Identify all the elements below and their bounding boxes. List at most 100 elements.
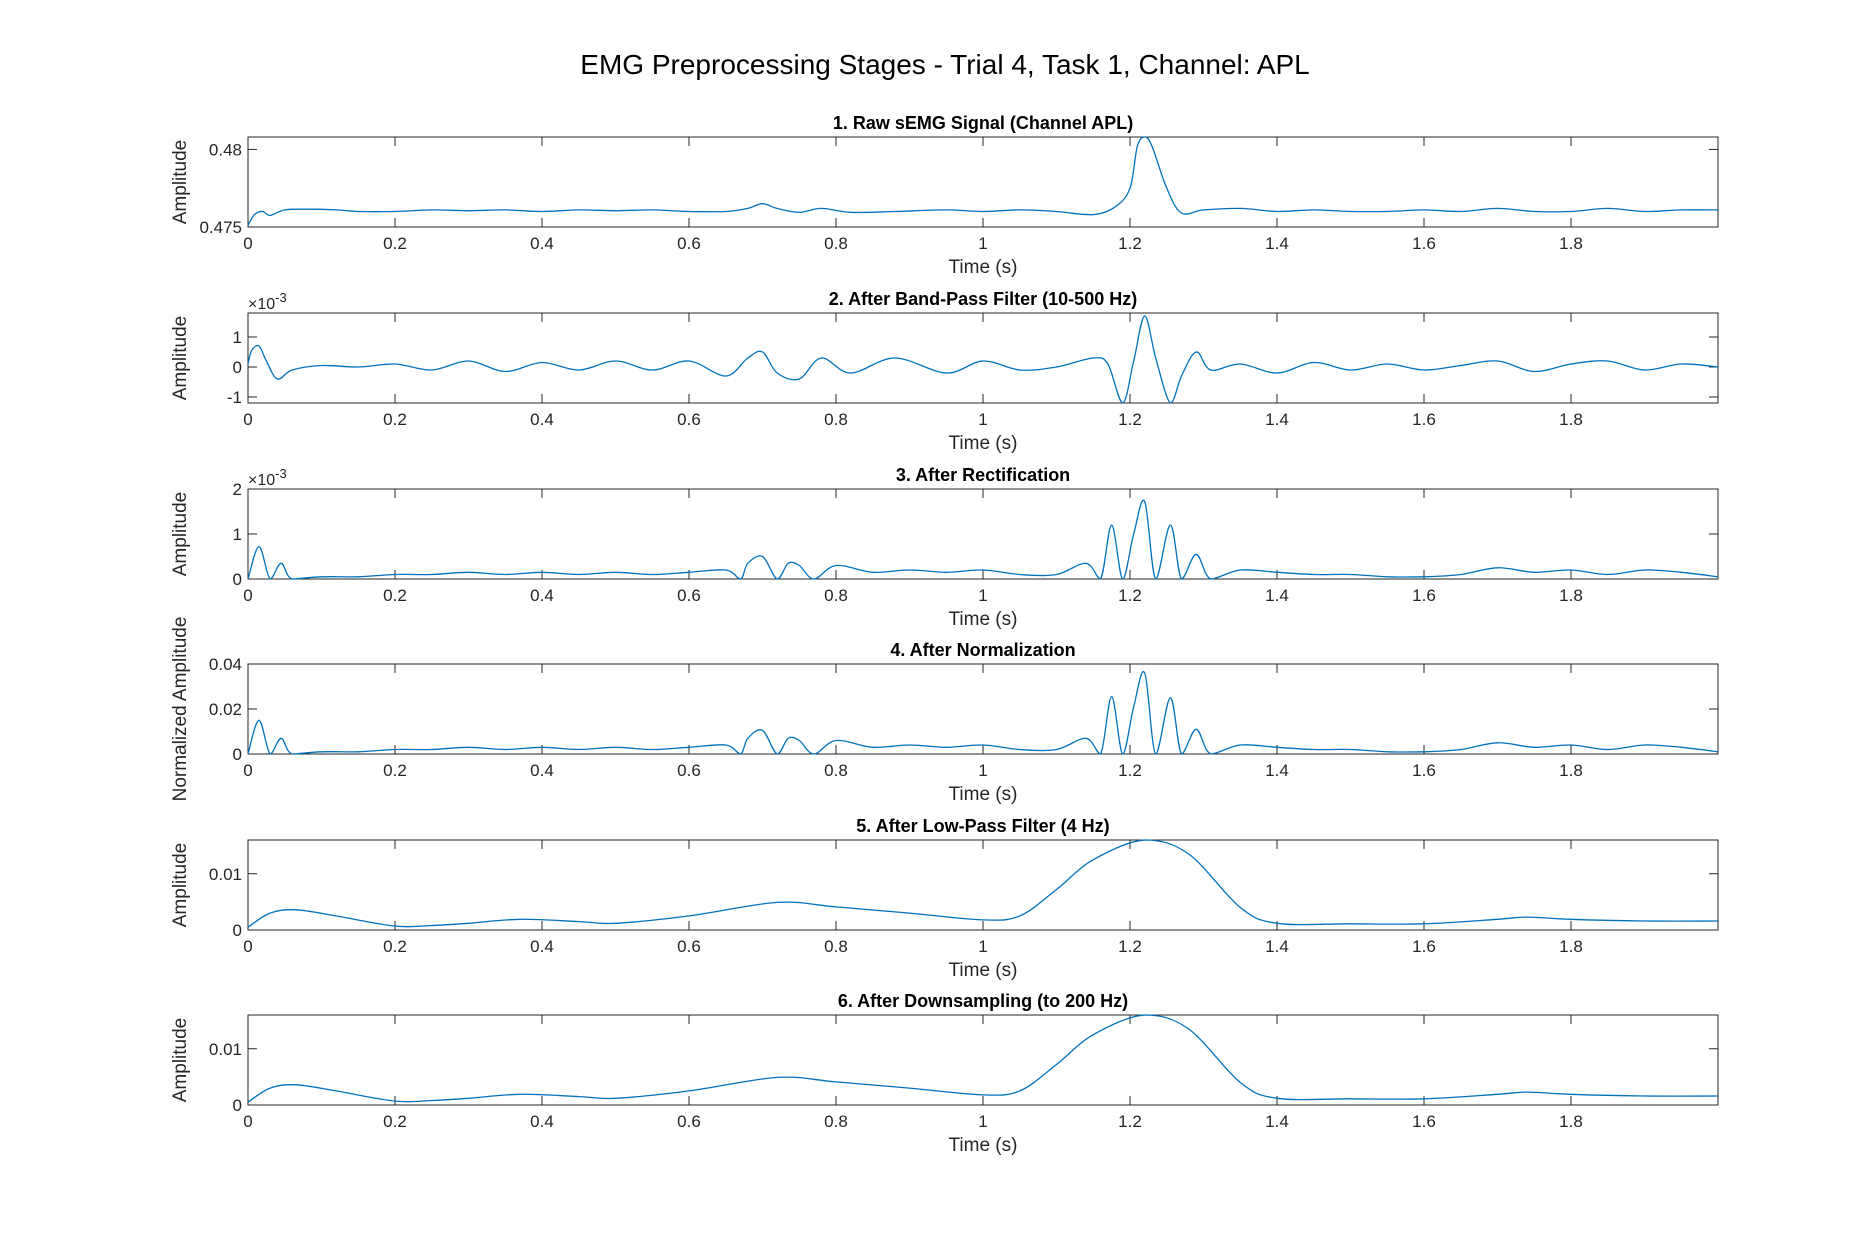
- plot-area-box: [247, 839, 1719, 931]
- x-tick-label: 0: [243, 586, 252, 605]
- subplot-3: 3. After Rectification 0 0.2 0.4 0.6 0.8 1 1.2 1…: [170, 465, 1719, 630]
- y-tick-label: 0: [233, 1096, 242, 1115]
- subplot-1: 1. Raw sEMG Signal (Channel APL) 0 0.2 0.4 0…: [170, 113, 1719, 278]
- subplot-title: 4. After Normalization: [890, 640, 1075, 660]
- subplot-2: 2. After Band-Pass Filter (10-500 Hz) 0 0.…: [170, 289, 1719, 454]
- x-tick-label: 1.2: [1118, 937, 1142, 956]
- x-tick-label: 0.4: [530, 761, 554, 780]
- x-axis-label: Time (s): [949, 1135, 1018, 1156]
- y-tick-label: 0: [233, 358, 242, 377]
- x-tick-label: 0.6: [677, 410, 701, 429]
- x-axis-label: Time (s): [949, 960, 1018, 981]
- x-tick-label: 1.2: [1118, 234, 1142, 253]
- x-tick-label: 1.6: [1412, 1112, 1436, 1131]
- y-tick-label: 0.01: [209, 865, 242, 884]
- x-tick-label: 1: [978, 937, 987, 956]
- y-exponent-label: ×10-3: [248, 466, 287, 489]
- x-axis-label: Time (s): [949, 433, 1018, 454]
- series-line-1: [247, 1014, 1719, 1103]
- y-tick-label: 0.48: [209, 140, 242, 159]
- x-tick-label: 1.2: [1118, 410, 1142, 429]
- y-tick-label: 0.04: [209, 655, 242, 674]
- series-line-1: [247, 839, 1719, 928]
- subplot-title: 5. After Low-Pass Filter (4 Hz): [856, 816, 1109, 836]
- series-line-1: [247, 136, 1719, 226]
- series-line-1: [247, 315, 1719, 404]
- series-line-1: [247, 499, 1719, 580]
- subplot-4: 4. After Normalization 0 0.2 0.4 0.6 0.8 1 1.2 1…: [170, 617, 1719, 805]
- x-tick-label: 1.6: [1412, 410, 1436, 429]
- x-tick-label: 1.4: [1265, 1112, 1289, 1131]
- x-tick-label: 0.6: [677, 586, 701, 605]
- subplot-grid: 1. Raw sEMG Signal (Channel APL) 0 0.2 0.4 0…: [170, 113, 1719, 1156]
- x-tick-label: 1: [978, 234, 987, 253]
- x-tick-label: 0: [243, 234, 252, 253]
- x-tick-label: 0.8: [824, 937, 848, 956]
- y-axis-label: Normalized Amplitude: [170, 617, 191, 802]
- y-tick-label: 2: [233, 480, 242, 499]
- x-tick-label: 0.8: [824, 761, 848, 780]
- x-tick-label: 0.8: [824, 234, 848, 253]
- y-axis-label: Amplitude: [170, 140, 191, 225]
- x-tick-label: 0.6: [677, 234, 701, 253]
- plot-area-box: [247, 1014, 1719, 1106]
- x-tick-label: 1.6: [1412, 937, 1436, 956]
- x-tick-label: 0.4: [530, 1112, 554, 1131]
- y-tick-label: 1: [233, 525, 242, 544]
- x-tick-label: 1: [978, 761, 987, 780]
- x-tick-label: 0.6: [677, 937, 701, 956]
- x-tick-label: 0.4: [530, 234, 554, 253]
- x-tick-label: 0.2: [383, 761, 407, 780]
- x-axis-label: Time (s): [949, 609, 1018, 630]
- x-tick-label: 1.6: [1412, 234, 1436, 253]
- x-tick-label: 1.4: [1265, 586, 1289, 605]
- x-tick-label: 0: [243, 1112, 252, 1131]
- y-tick-label: 1: [233, 328, 242, 347]
- figure-title: EMG Preprocessing Stages - Trial 4, Task…: [580, 49, 1309, 80]
- x-tick-label: 1.4: [1265, 234, 1289, 253]
- plot-area-box: [247, 663, 1719, 755]
- x-tick-label: 1.4: [1265, 410, 1289, 429]
- x-tick-label: 1.8: [1559, 586, 1583, 605]
- x-tick-label: 0.2: [383, 234, 407, 253]
- x-tick-label: 0: [243, 410, 252, 429]
- x-tick-label: 1: [978, 586, 987, 605]
- x-tick-label: 0.8: [824, 410, 848, 429]
- plot-area-box: [247, 136, 1719, 228]
- x-tick-label: 1.8: [1559, 1112, 1583, 1131]
- x-tick-label: 1: [978, 410, 987, 429]
- x-tick-label: 1.2: [1118, 586, 1142, 605]
- y-axis-label: Amplitude: [170, 843, 191, 928]
- y-tick-label: 0: [233, 745, 242, 764]
- y-tick-label: -1: [227, 388, 242, 407]
- x-tick-label: 1.8: [1559, 937, 1583, 956]
- x-tick-label: 0.8: [824, 1112, 848, 1131]
- x-tick-label: 0.6: [677, 761, 701, 780]
- x-tick-label: 1.6: [1412, 586, 1436, 605]
- series-line-1: [247, 670, 1719, 755]
- x-tick-label: 1.2: [1118, 761, 1142, 780]
- x-tick-label: 0: [243, 937, 252, 956]
- x-tick-label: 0.2: [383, 586, 407, 605]
- y-exponent-label: ×10-3: [248, 290, 287, 313]
- x-tick-label: 0.4: [530, 410, 554, 429]
- x-tick-label: 0.8: [824, 586, 848, 605]
- y-tick-label: 0: [233, 570, 242, 589]
- x-tick-label: 1: [978, 1112, 987, 1131]
- x-tick-label: 0.2: [383, 1112, 407, 1131]
- x-tick-label: 1.8: [1559, 410, 1583, 429]
- x-tick-label: 0.4: [530, 937, 554, 956]
- x-tick-label: 0.2: [383, 410, 407, 429]
- y-tick-label: 0: [233, 921, 242, 940]
- x-tick-label: 1.6: [1412, 761, 1436, 780]
- plot-area-box: [247, 312, 1719, 404]
- x-tick-label: 0: [243, 761, 252, 780]
- y-axis-label: Amplitude: [170, 1018, 191, 1103]
- x-tick-label: 1.4: [1265, 937, 1289, 956]
- y-tick-label: 0.01: [209, 1040, 242, 1059]
- subplot-5: 5. After Low-Pass Filter (4 Hz) 0 0.2 0.4 0.…: [170, 816, 1719, 981]
- y-axis-label: Amplitude: [170, 316, 191, 401]
- y-axis-label: Amplitude: [170, 492, 191, 577]
- subplot-title: 6. After Downsampling (to 200 Hz): [838, 991, 1128, 1011]
